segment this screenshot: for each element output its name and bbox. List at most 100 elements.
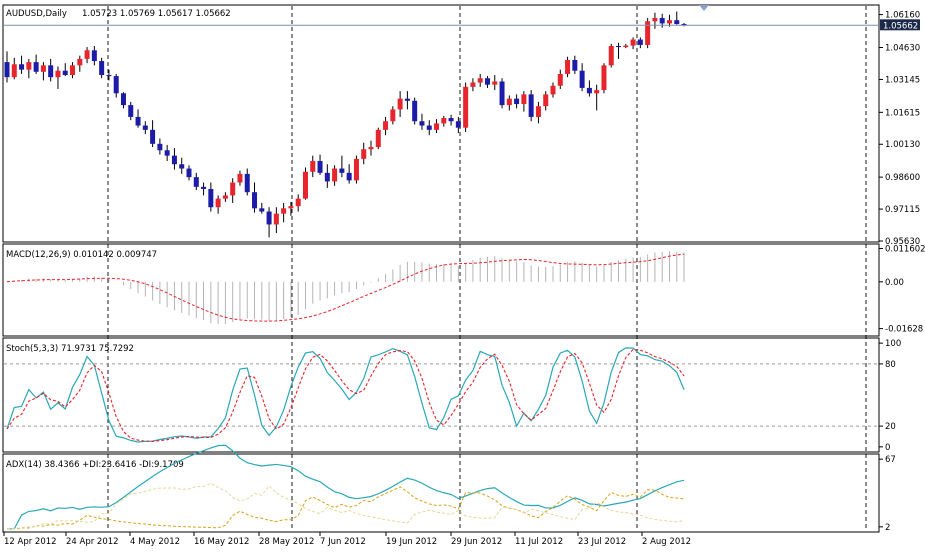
candle-body [150, 129, 156, 144]
candle-body [310, 161, 316, 172]
candle-body [193, 177, 199, 187]
candle-body [601, 65, 607, 91]
stoch-level-lines [4, 363, 879, 427]
candle-body [434, 123, 440, 130]
candle-body [91, 50, 97, 62]
candle-body [499, 81, 505, 106]
candle-body [237, 173, 243, 183]
stoch-pane-frame [2, 337, 880, 453]
candle-body [594, 90, 600, 94]
candle-body [33, 62, 39, 72]
candle-body [164, 150, 170, 156]
candle-body [281, 208, 287, 214]
candle-body [55, 70, 61, 78]
y-tick-label: -0.01628 [885, 325, 923, 335]
candle-body [361, 149, 367, 159]
y-tick-label: 80 [885, 360, 896, 370]
vertical-gridlines [107, 6, 867, 531]
candle-body [579, 70, 585, 88]
candle-body [179, 164, 185, 169]
y-tick-label: 20 [885, 422, 896, 432]
candle-body [565, 59, 571, 74]
candle-body [455, 121, 461, 128]
candle-body [623, 45, 629, 48]
candle-body [324, 172, 330, 182]
y-tick-label: 1.00130 [885, 140, 920, 150]
x-tick-label: 4 May 2012 [130, 537, 180, 547]
stoch-title: Stoch(5,3,3) 71.9731 75.7292 [6, 344, 134, 354]
macd-series [6, 251, 685, 325]
candle-body [448, 118, 454, 122]
candle-body [208, 188, 214, 208]
minus-di-line [7, 482, 685, 530]
candle-body [616, 45, 622, 48]
candle-body [346, 172, 352, 181]
candle-body [266, 211, 272, 225]
x-tick-label: 12 Apr 2012 [4, 537, 57, 547]
candle-body [674, 20, 680, 24]
adx-axis: 67 2 [879, 455, 896, 533]
y-tick-label: 0.97115 [885, 205, 920, 215]
candle-body [244, 173, 250, 193]
candle-body [70, 65, 76, 76]
current-price-label: 1.05662 [883, 21, 918, 31]
candle-body [120, 93, 126, 106]
stoch-axis: 100 80 20 0 [879, 339, 901, 453]
candle-body [383, 121, 389, 130]
adx-pane-frame [2, 453, 880, 533]
x-tick-label: 11 Jul 2012 [515, 537, 563, 547]
candle-body [470, 82, 476, 87]
candle-body [273, 213, 279, 225]
candle-body [630, 39, 636, 46]
candle-body [368, 147, 374, 150]
candle-body [492, 81, 498, 85]
y-tick-label: 1.04630 [885, 43, 920, 53]
candle-body [419, 121, 425, 126]
x-tick-label: 2 Aug 2012 [642, 537, 691, 547]
x-tick-label: 19 Jun 2012 [386, 537, 437, 547]
x-tick-label: 7 Jun 2012 [320, 537, 366, 547]
candle-body [586, 87, 592, 94]
adx-series [7, 444, 685, 530]
y-tick-label: 0.011602 [885, 244, 925, 254]
candle-body [288, 206, 294, 209]
x-tick-label: 16 May 2012 [194, 537, 249, 547]
price-header-symbol: AUDUSD,Daily [6, 9, 67, 19]
candle-body [77, 58, 83, 66]
time-axis: 12 Apr 2012 24 Apr 2012 4 May 2012 16 May 2… [3, 532, 691, 547]
candle-body [317, 161, 323, 173]
candle-body [681, 23, 687, 26]
chart-shift-marker-icon[interactable] [699, 5, 709, 11]
current-price-tag [880, 19, 920, 31]
candle-body [295, 198, 301, 207]
candle-body [215, 198, 221, 208]
x-tick-label: 29 Jun 2012 [451, 537, 502, 547]
candle-body [390, 109, 396, 122]
candle-body [201, 186, 207, 189]
candle-body [557, 73, 563, 86]
candle-body [62, 70, 68, 76]
candle-body [259, 208, 265, 212]
candle-body [652, 18, 658, 22]
candle-body [608, 45, 614, 66]
candle-body [135, 116, 141, 126]
candle-body [252, 192, 258, 209]
candle-body [11, 64, 17, 78]
candle-body [412, 100, 418, 122]
candle-body [128, 105, 134, 117]
candle-body [353, 158, 359, 181]
candle-body [404, 98, 410, 101]
candle-body [666, 20, 672, 24]
x-tick-label: 24 Apr 2012 [66, 537, 119, 547]
candle-body [572, 59, 578, 71]
y-tick-label: 0 [885, 443, 890, 453]
adx-title: ADX(14) 38.4366 +DI:23.6416 -DI:9.1709 [6, 460, 184, 470]
candle-body [157, 143, 163, 151]
macd-pane-frame [2, 243, 880, 337]
price-pane-frame [2, 4, 880, 243]
stoch-main-line [6, 347, 685, 443]
candle-body [550, 85, 556, 95]
